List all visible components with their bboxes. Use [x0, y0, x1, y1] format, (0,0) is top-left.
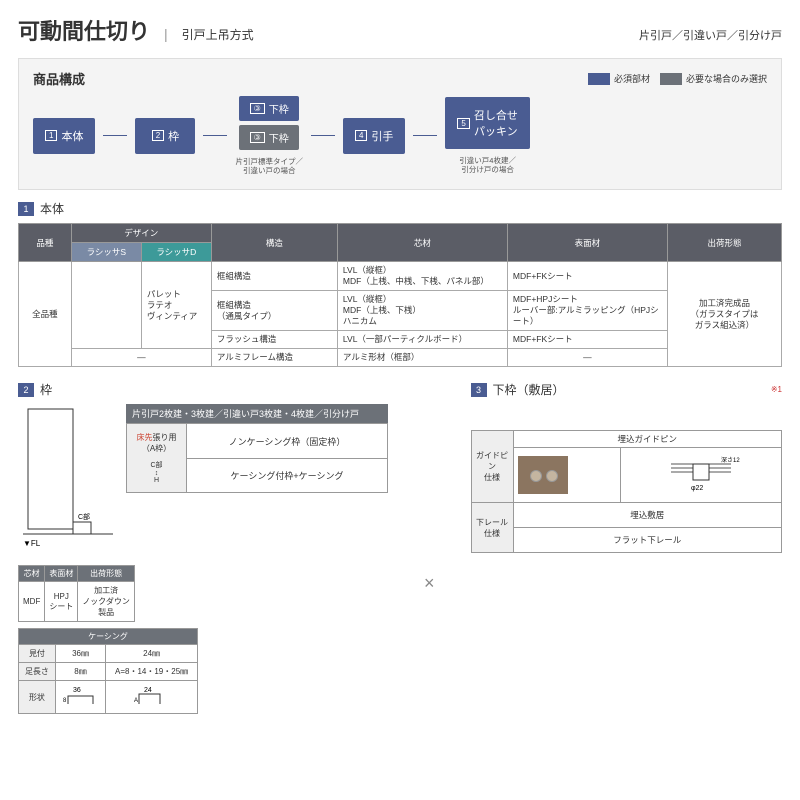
rail-2: フラット下レール: [513, 528, 781, 553]
td-r3k: フラッシュ構造: [211, 331, 337, 349]
legend: 必須部材 必要な場合のみ選択: [588, 72, 767, 86]
legend-required: 必須部材: [614, 74, 650, 84]
guide-diagram: φ22 深さ12: [620, 448, 781, 503]
casing-block: ケーシング 見付 36㎜ 24㎜ 足長さ 8㎜ A=8・14・19・25㎜ 形状: [18, 628, 388, 714]
door-diagram: ▼FL C部: [18, 404, 118, 557]
td-r4k: アルミフレーム構造: [211, 349, 337, 367]
th-d2: ラシッサD: [141, 243, 211, 262]
th-design: デザイン: [71, 224, 211, 243]
flow-box-3a: ③下枠: [239, 96, 299, 121]
page-header: 可動間仕切り | 引戸上吊方式 片引戸／引違い戸／引分け戸: [18, 14, 782, 46]
td-r2s: LVL（縦框） MDF（上桟、下桟） ハニカム: [337, 291, 507, 331]
frame-table: 床先張り用（A枠） C部↕H ノンケーシング枠（固定枠） ケーシング付枠+ケーシ…: [126, 423, 388, 493]
svg-text:C部: C部: [78, 512, 90, 521]
note-red: ※1: [771, 385, 782, 394]
svg-text:A: A: [134, 698, 138, 704]
flow-box-2: 2枠: [135, 118, 195, 154]
svg-text:8: 8: [63, 698, 67, 704]
flow-note-3: 片引戸標準タイプ／ 引違い戸の場合: [235, 157, 303, 175]
flow-note-5: 引違い戸4枚建／ 引分け戸の場合: [459, 156, 516, 174]
flow-col-5: 5召し合せ パッキン 引違い戸4枚建／ 引分け戸の場合: [445, 97, 529, 174]
guide-photo: [518, 456, 568, 494]
th-shukka: 出荷形態: [667, 224, 781, 262]
section-1-label: 1 本体: [18, 200, 782, 217]
guide-photo-cell: [513, 448, 620, 503]
flow-col-3: ③下枠 ③下枠 片引戸標準タイプ／ 引違い戸の場合: [235, 96, 303, 175]
multiply-icon: ×: [424, 573, 435, 594]
flow-box-1: 1本体: [33, 118, 95, 154]
th-d1: ラシッサS: [71, 243, 141, 262]
legend-optional: 必要な場合のみ選択: [686, 74, 767, 84]
td-shukka: 加工済完成品 （ガラスタイプは ガラス組込済）: [667, 262, 781, 367]
divider: |: [164, 26, 168, 42]
frame-cell-2: ケーシング付枠+ケーシング: [187, 458, 388, 493]
door-types: 片引戸／引違い戸／引分け戸: [639, 27, 782, 43]
section-2: 2 枠 ▼FL C部 片引戸2枚建・3枚建／引違い戸3枚建・4枚建／引分け戸: [18, 373, 388, 714]
td-r1h: MDF+FKシート: [507, 262, 667, 291]
page-title: 可動間仕切り: [18, 14, 150, 46]
th-shin: 芯材: [337, 224, 507, 262]
td-design: パレット ラテオ ヴィンティア: [141, 262, 211, 349]
frame-cell-1: ノンケーシング枠（固定枠）: [187, 424, 388, 459]
svg-text:24: 24: [144, 687, 152, 694]
flow-box-3b: ③下枠: [239, 125, 299, 150]
td-r2h: MDF+HPJシート ルーバー部:アルミラッピング（HPJシート）: [507, 291, 667, 331]
td-r4s: アルミ形材（框部）: [337, 349, 507, 367]
flow-diagram: 1本体 2枠 ③下枠 ③下枠 片引戸標準タイプ／ 引違い戸の場合 4引手 5召し…: [33, 96, 767, 175]
guide-header: 埋込ガイドピン: [513, 431, 781, 448]
td-hinshu: 全品種: [19, 262, 72, 367]
td-r3h: MDF+FKシート: [507, 331, 667, 349]
td-r1k: 框組構造: [211, 262, 337, 291]
rail-1: 埋込敷居: [513, 503, 781, 528]
material-table: 芯材 表面材 出荷形態 MDF HPJ シート 加工済 ノックダウン 製品: [18, 565, 135, 622]
flow-box-4: 4引手: [343, 118, 405, 154]
svg-text:深さ12: 深さ12: [721, 456, 740, 464]
flow-box-5: 5召し合せ パッキン: [445, 97, 529, 149]
th-kouzou: 構造: [211, 224, 337, 262]
spec-table-1: 品種 デザイン 構造 芯材 表面材 出荷形態 ラシッサS ラシッサD 全品種 パ…: [18, 223, 782, 367]
th-hinshu: 品種: [19, 224, 72, 262]
rail-table: ガイドピン 仕様 埋込ガイドピン φ22 深さ12: [471, 430, 782, 553]
casing-shape-1: 36 8: [55, 681, 105, 714]
composition-block: 商品構成 必須部材 必要な場合のみ選択 1本体 2枠 ③下枠 ③下枠 片引戸標準…: [18, 58, 782, 190]
svg-text:36: 36: [73, 687, 81, 694]
casing-shape-2: 24 A: [106, 681, 198, 714]
section-3: 3 下枠（敷居） ※1 ガイドピン 仕様 埋込ガイドピン: [471, 373, 782, 714]
td-r1s: LVL（縦框） MDF（上桟、中桟、下桟、パネル部）: [337, 262, 507, 291]
svg-text:φ22: φ22: [691, 485, 703, 492]
th-hyoumen: 表面材: [507, 224, 667, 262]
td-r4h: —: [507, 349, 667, 367]
svg-text:▼FL: ▼FL: [23, 539, 41, 548]
composition-title: 商品構成: [33, 69, 85, 88]
frame-header: 片引戸2枚建・3枚建／引違い戸3枚建・4枚建／引分け戸: [126, 404, 388, 423]
td-r2k: 框組構造 （通風タイプ）: [211, 291, 337, 331]
page-subtitle: 引戸上吊方式: [182, 26, 254, 43]
td-r3s: LVL（一部パーティクルボード）: [337, 331, 507, 349]
